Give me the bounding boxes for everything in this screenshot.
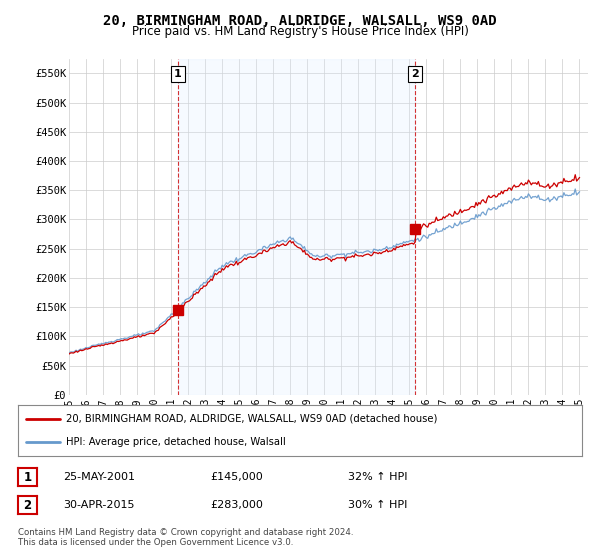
Text: Contains HM Land Registry data © Crown copyright and database right 2024.
This d: Contains HM Land Registry data © Crown c… xyxy=(18,528,353,547)
Text: 32% ↑ HPI: 32% ↑ HPI xyxy=(348,472,407,482)
Text: 30-APR-2015: 30-APR-2015 xyxy=(63,500,134,510)
Text: 1: 1 xyxy=(174,69,182,79)
Text: HPI: Average price, detached house, Walsall: HPI: Average price, detached house, Wals… xyxy=(66,437,286,447)
Text: 20, BIRMINGHAM ROAD, ALDRIDGE, WALSALL, WS9 0AD (detached house): 20, BIRMINGHAM ROAD, ALDRIDGE, WALSALL, … xyxy=(66,414,437,424)
Text: Price paid vs. HM Land Registry's House Price Index (HPI): Price paid vs. HM Land Registry's House … xyxy=(131,25,469,38)
Text: 1: 1 xyxy=(23,470,32,484)
Text: 2: 2 xyxy=(411,69,419,79)
Bar xyxy=(178,59,415,395)
Text: 20, BIRMINGHAM ROAD, ALDRIDGE, WALSALL, WS9 0AD: 20, BIRMINGHAM ROAD, ALDRIDGE, WALSALL, … xyxy=(103,14,497,28)
Text: 30% ↑ HPI: 30% ↑ HPI xyxy=(348,500,407,510)
Text: £145,000: £145,000 xyxy=(210,472,263,482)
Text: £283,000: £283,000 xyxy=(210,500,263,510)
Text: 2: 2 xyxy=(23,498,32,512)
Text: 25-MAY-2001: 25-MAY-2001 xyxy=(63,472,135,482)
